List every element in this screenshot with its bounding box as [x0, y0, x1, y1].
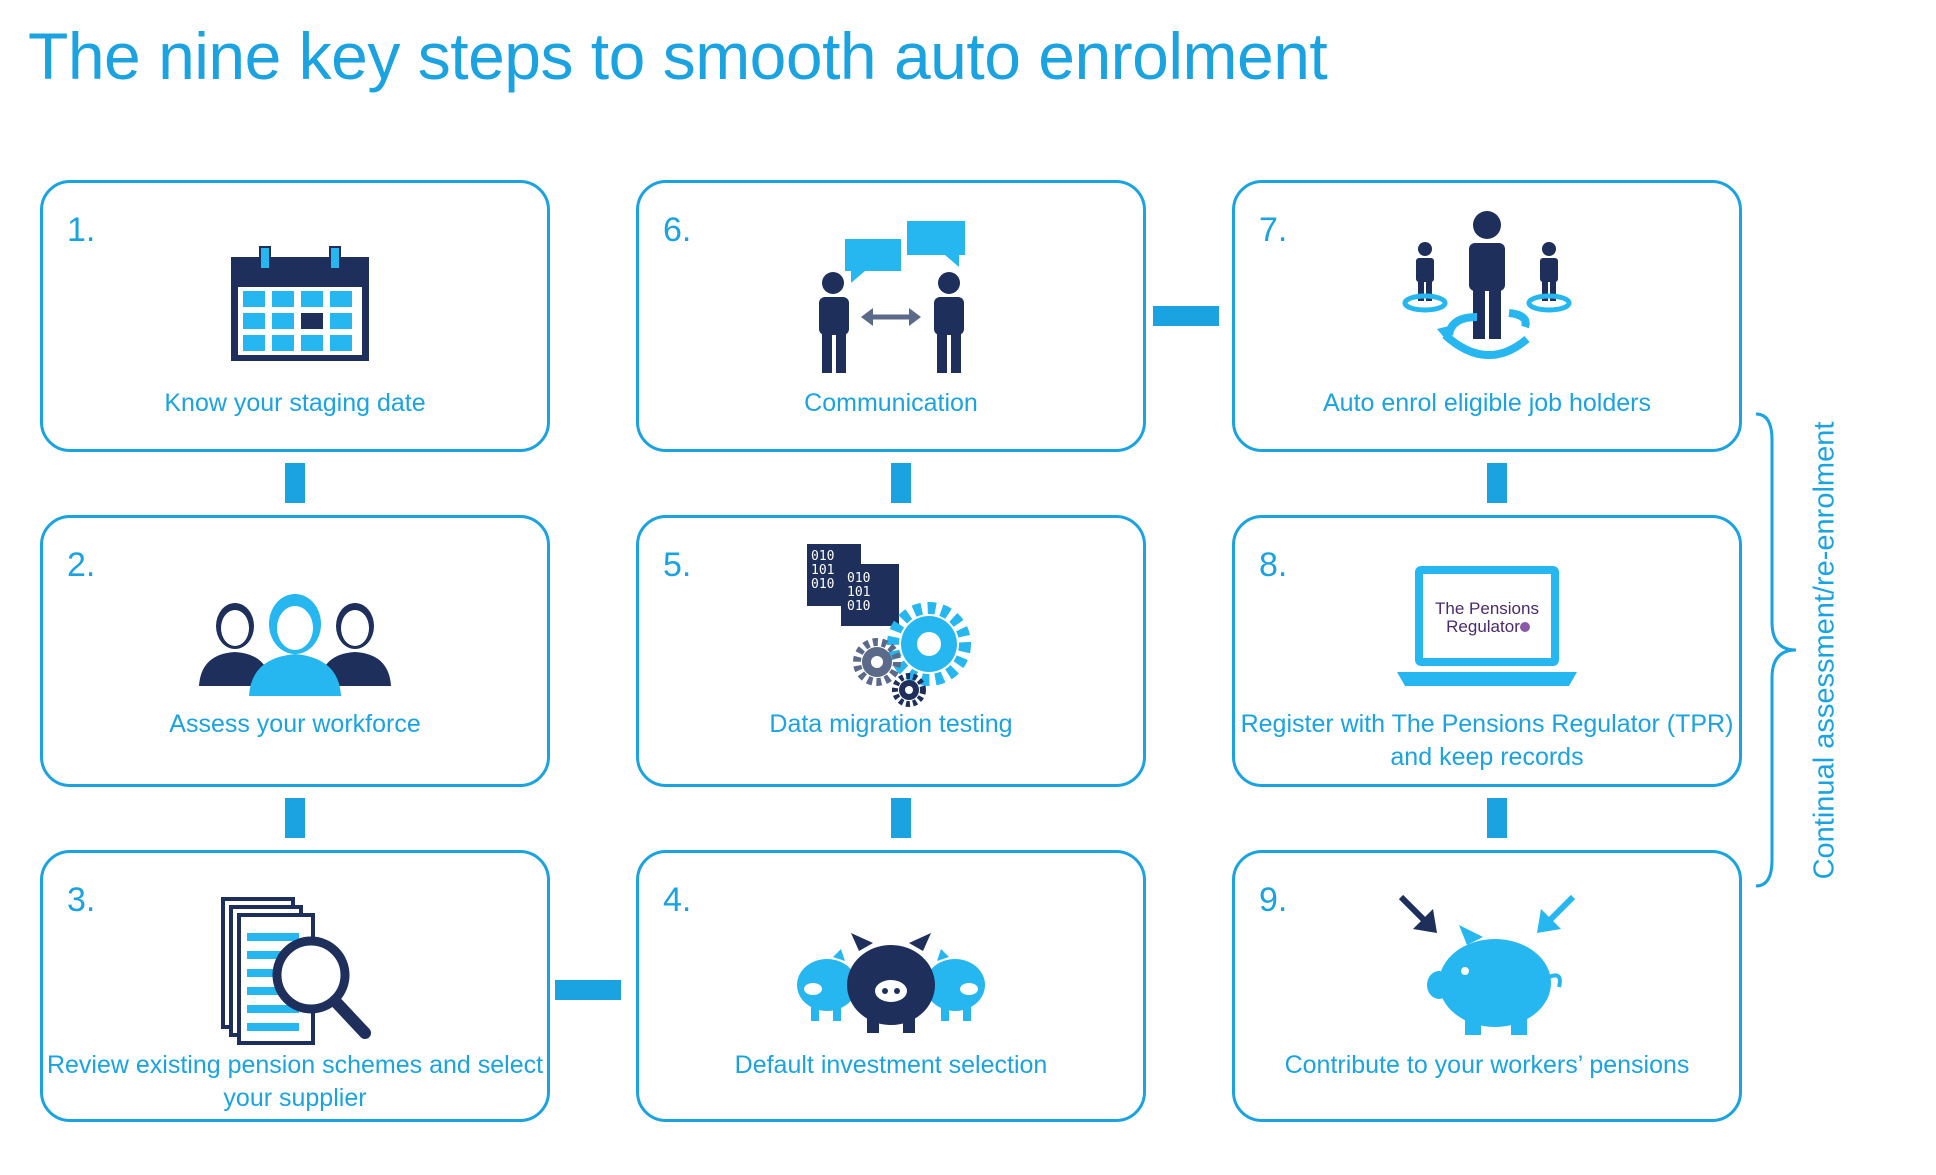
binary-text: 010: [811, 577, 834, 592]
binary-text: 010: [847, 571, 870, 586]
conversation-icon: [819, 221, 965, 373]
binary-text: 010: [811, 549, 834, 564]
step-card-4: 4. Default investment selection: [636, 850, 1146, 1122]
step-number: 8.: [1259, 546, 1288, 584]
connector: [285, 798, 305, 838]
regulator-logo-text: Regulator: [1446, 617, 1520, 636]
connector: [1153, 306, 1219, 326]
step-caption: Contribute to your workers’ pensions: [1284, 1051, 1690, 1079]
side-label: Continual assessment/re-enrolment: [1808, 421, 1841, 879]
binary-text: 101: [811, 563, 834, 578]
connector: [285, 463, 305, 503]
enrol-people-icon: [1402, 211, 1572, 360]
calendar-icon: [231, 246, 369, 361]
step-caption: Know your staging date: [164, 389, 426, 417]
step-number: 9.: [1259, 881, 1288, 919]
step-card-6: 6. Communication: [636, 180, 1146, 452]
connector: [1487, 463, 1507, 503]
step-caption: Data migration testing: [769, 710, 1013, 738]
connector: [891, 798, 911, 838]
data-gears-icon: 010 101 010 010 101 010: [807, 544, 971, 707]
step-caption: Review existing pension schemes and sele…: [46, 1051, 544, 1112]
step-number: 2.: [67, 546, 96, 584]
step-card-7: 7. Auto enrol eligible job holders: [1232, 180, 1742, 452]
step-number: 3.: [67, 881, 96, 919]
step-card-8: 8. The Pensions Regulator Register with …: [1232, 515, 1742, 787]
piggy-bank-contribute-icon: [1398, 894, 1576, 1035]
step-number: 5.: [663, 546, 692, 584]
step-card-2: 2. Assess your workforce: [40, 515, 550, 787]
laptop-regulator-icon: The Pensions Regulator: [1397, 566, 1577, 686]
side-label-container: Continual assessment/re-enrolment: [1795, 400, 1855, 900]
people-group-icon: [199, 594, 391, 696]
step-caption: Communication: [804, 389, 978, 417]
binary-text: 010: [847, 599, 870, 614]
step-caption: Default investment selection: [734, 1051, 1048, 1079]
step-number: 7.: [1259, 211, 1288, 249]
regulator-logo-text: The Pensions: [1435, 599, 1539, 618]
step-caption: Assess your workforce: [169, 710, 421, 738]
step-card-1: 1. Know your staging date: [40, 180, 550, 452]
document-search-icon: [221, 897, 371, 1045]
step-caption: Auto enrol eligible job holders: [1323, 389, 1651, 417]
binary-text: 101: [847, 585, 870, 600]
piggy-banks-icon: [797, 933, 985, 1033]
step-card-9: 9. Contribute to your workers’ pensions: [1232, 850, 1742, 1122]
curly-brace: [1755, 412, 1797, 888]
connector: [1487, 798, 1507, 838]
connector: [555, 980, 621, 1000]
step-number: 6.: [663, 211, 692, 249]
step-number: 1.: [67, 211, 96, 249]
step-card-3: 3. Review existing pension schemes and s…: [40, 850, 550, 1122]
step-number: 4.: [663, 881, 692, 919]
step-card-5: 5. 010 101 010 010 101 010 Data migratio…: [636, 515, 1146, 787]
step-caption: Register with The Pensions Regulator (TP…: [1240, 710, 1734, 771]
connector: [891, 463, 911, 503]
page-title: The nine key steps to smooth auto enrolm…: [28, 19, 1328, 93]
